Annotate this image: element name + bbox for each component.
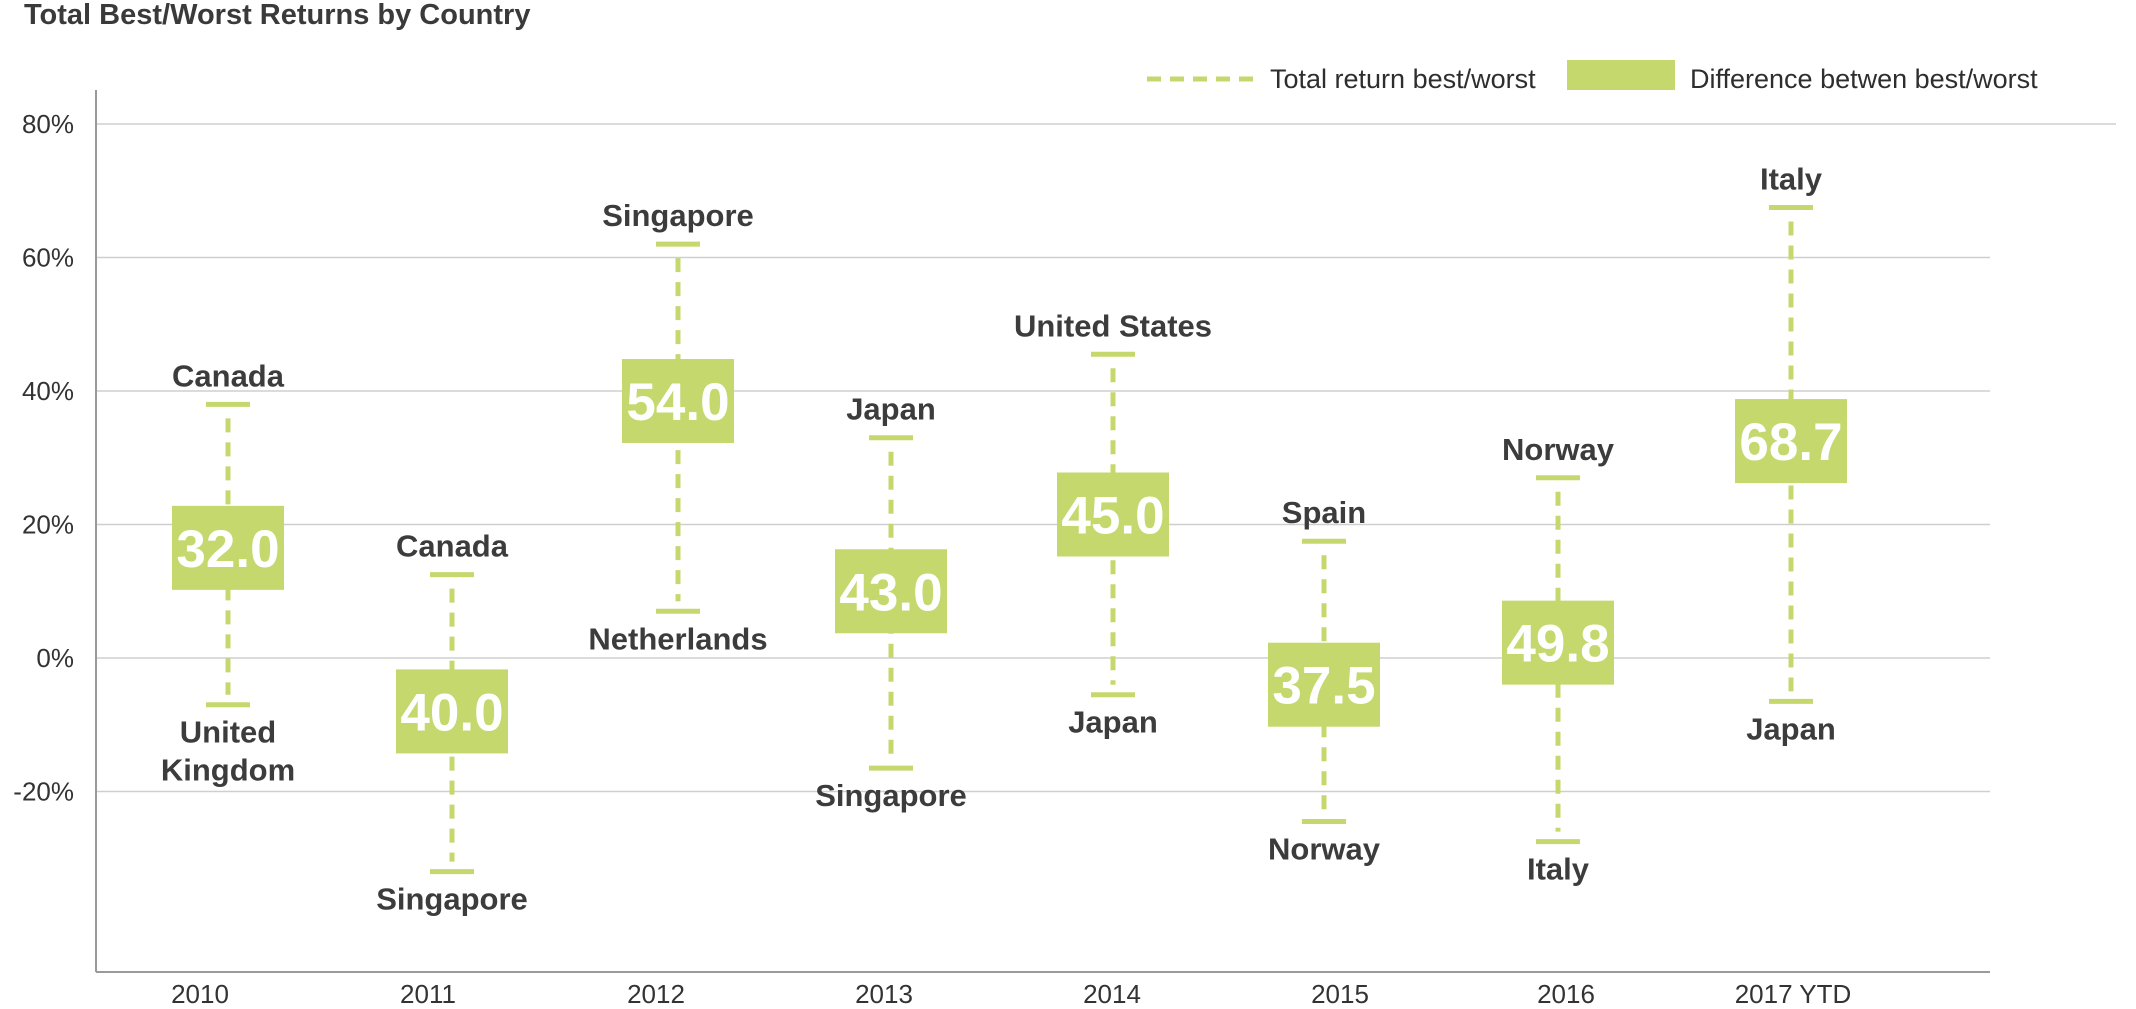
worst-country-label: Italy <box>1527 852 1590 887</box>
best-country-label: Spain <box>1282 495 1366 530</box>
best-country-label: Canada <box>172 358 285 393</box>
x-axis-ticks: 2010 2011 2012 2013 2014 2015 2016 2017 YTD <box>171 979 1851 1009</box>
legend-label-difference: Difference betwen best/worst <box>1690 64 2038 94</box>
x-tick-label: 2017 YTD <box>1735 979 1852 1009</box>
chart-title: Total Best/Worst Returns by Country <box>24 0 530 31</box>
best-country-label: Japan <box>846 392 936 427</box>
y-tick-label: 40% <box>22 376 74 406</box>
best-country-label: Canada <box>396 529 509 564</box>
difference-label: 32.0 <box>176 520 279 579</box>
difference-box <box>1502 600 1614 685</box>
difference-box <box>396 669 508 754</box>
worst-country-label: Singapore <box>815 778 967 813</box>
x-tick-label: 2013 <box>855 979 913 1009</box>
best-country-label: United States <box>1014 308 1212 343</box>
range-group-2015: 37.5 Spain Norway <box>1268 495 1381 867</box>
difference-box <box>622 359 734 444</box>
difference-label: 43.0 <box>839 563 942 622</box>
worst-country-label: Norway <box>1268 832 1381 867</box>
range-group-2011: 40.0 Canada Singapore <box>376 529 528 917</box>
worst-country-label: Japan <box>1746 711 1836 746</box>
difference-label: 49.8 <box>1506 615 1609 674</box>
difference-box <box>1057 472 1169 557</box>
legend-box-swatch <box>1567 60 1675 90</box>
worst-country-label: Netherlands <box>588 621 767 656</box>
worst-country-label: United Kingdom <box>161 715 295 788</box>
legend: Total return best/worst Difference betwe… <box>1147 60 2038 94</box>
range-group-2013: 43.0 Japan Singapore <box>815 392 967 813</box>
x-tick-label: 2010 <box>171 979 229 1009</box>
range-group-2014: 45.0 United States Japan <box>1014 308 1212 739</box>
range-group-2012: 54.0 Singapore Netherlands <box>588 198 767 656</box>
legend-label-total-return: Total return best/worst <box>1270 64 1536 94</box>
difference-label: 40.0 <box>400 683 503 742</box>
x-tick-label: 2016 <box>1537 979 1595 1009</box>
difference-box <box>172 505 284 590</box>
difference-label: 37.5 <box>1272 657 1375 716</box>
difference-label: 45.0 <box>1061 486 1164 545</box>
gridlines <box>96 123 2116 793</box>
y-tick-label: 0% <box>36 643 74 673</box>
range-group-2016: 49.8 Norway Italy <box>1502 432 1615 887</box>
difference-box <box>1268 642 1380 727</box>
difference-box <box>1735 399 1847 484</box>
range-marks: 32.0 Canada United Kingdom 40.0 Canada Singapo… <box>161 161 1847 917</box>
difference-box <box>835 549 947 634</box>
worst-country-label: Japan <box>1068 705 1158 740</box>
x-tick-label: 2014 <box>1083 979 1141 1009</box>
y-tick-label: -20% <box>13 777 74 807</box>
y-tick-label: 80% <box>22 109 74 139</box>
y-tick-label: 60% <box>22 243 74 273</box>
x-tick-label: 2015 <box>1311 979 1369 1009</box>
y-axis-ticks: 80% 60% 40% 20% 0% -20% <box>13 109 74 807</box>
best-country-label: Norway <box>1502 432 1615 467</box>
range-group-2010: 32.0 Canada United Kingdom <box>161 358 295 787</box>
x-tick-label: 2012 <box>627 979 685 1009</box>
difference-label: 54.0 <box>626 373 729 432</box>
difference-label: 68.7 <box>1739 413 1842 472</box>
range-group-2017-ytd: 68.7 Italy Japan <box>1735 161 1847 746</box>
best-country-label: Italy <box>1760 161 1823 196</box>
y-tick-label: 20% <box>22 510 74 540</box>
x-tick-label: 2011 <box>400 979 456 1009</box>
worst-country-label: Singapore <box>376 882 528 917</box>
best-country-label: Singapore <box>602 198 754 233</box>
